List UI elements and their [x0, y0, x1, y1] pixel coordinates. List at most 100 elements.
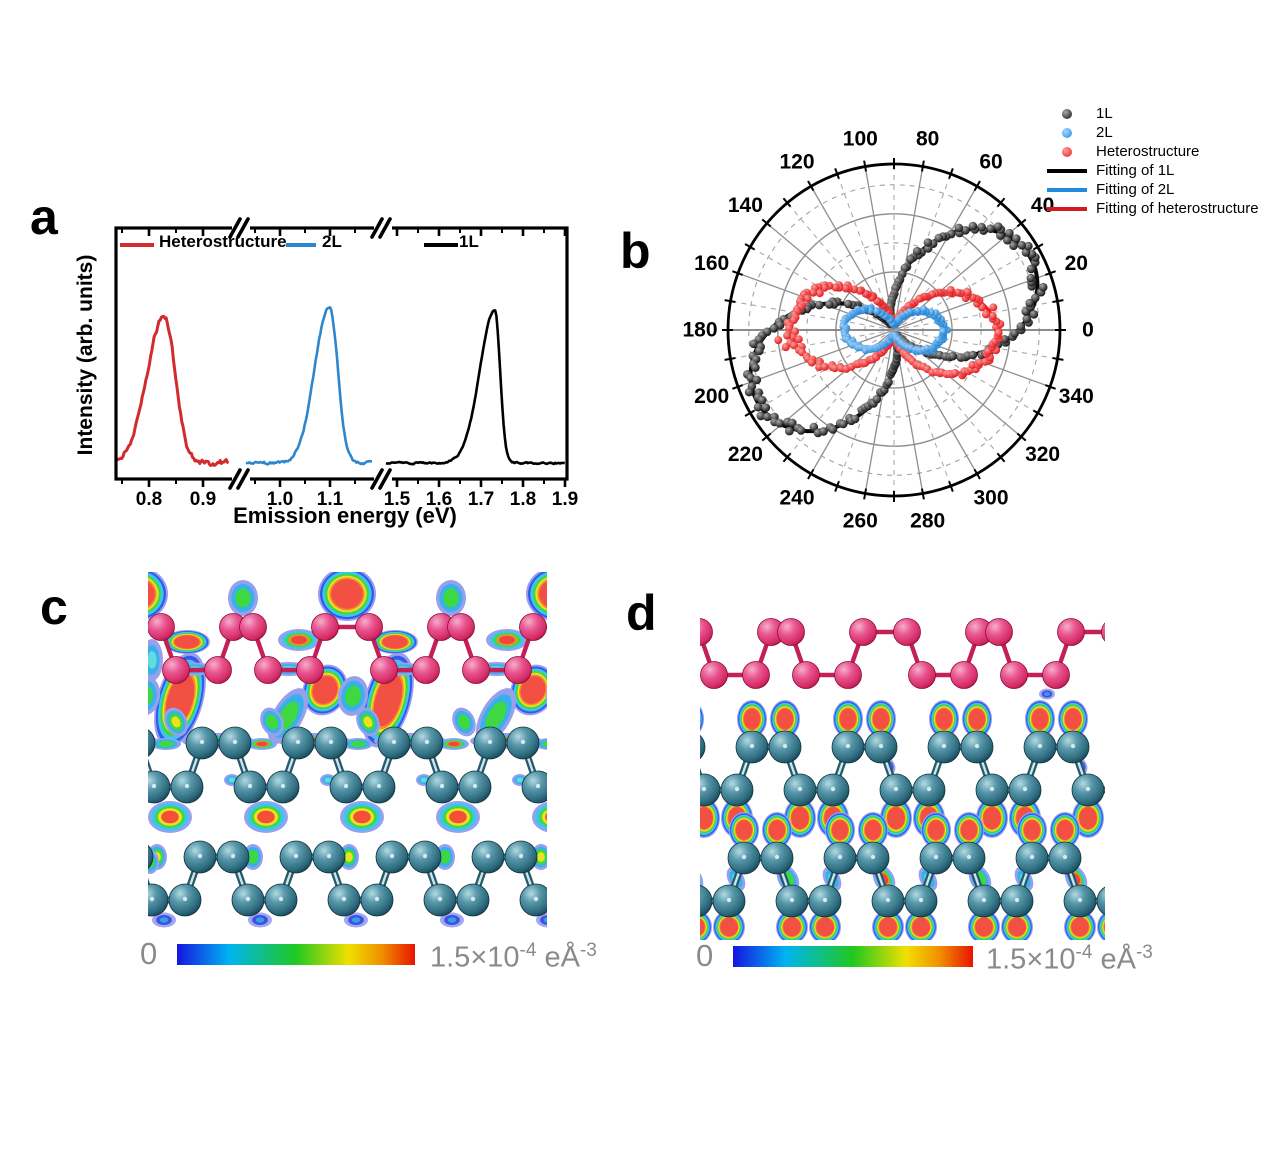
density-blob — [152, 912, 176, 928]
density-blob — [248, 912, 272, 928]
legend-label: Heterostructure — [159, 232, 287, 251]
colorbar-unit-exp: -3 — [1135, 942, 1153, 963]
x-tick-label: 1.5 — [384, 489, 411, 510]
density-blob — [700, 706, 704, 732]
density-blob — [20, 580, 50, 616]
axis-break-mark — [378, 468, 392, 490]
panel-c-label: c — [40, 579, 68, 635]
colorbar-max-mantissa: 1.5×10 — [430, 941, 520, 974]
dot-marker-icon — [1062, 108, 1072, 119]
density-blob — [436, 801, 480, 833]
structure-d — [633, 618, 1233, 944]
density-blob — [344, 912, 368, 928]
density-blob — [151, 738, 181, 750]
density-blob — [858, 812, 888, 848]
density-blob — [1017, 812, 1047, 848]
density-blob — [436, 580, 466, 616]
polar-plot: 0 20 40 60 80 100 120 140 160 180 200 220 240 260 280 3… — [682, 127, 1094, 533]
polar-angle-label: 220 — [728, 443, 763, 466]
x-tick-label: 1.1 — [317, 489, 344, 510]
density-blob — [1072, 798, 1104, 838]
density-blob — [713, 910, 745, 940]
colorbar-min-d: 0 — [696, 938, 714, 973]
density-blob — [260, 707, 284, 737]
polar-legend-item: Heterostructure — [1046, 142, 1259, 161]
panel-a-label: a — [30, 189, 58, 245]
pink-atom-chain — [700, 618, 1105, 689]
density-blob — [929, 700, 959, 738]
polar-legend-label: Heterostructure — [1096, 143, 1200, 160]
polar-angle-label: 340 — [1059, 385, 1094, 408]
density-blob — [666, 812, 696, 848]
legend-label: 1L — [459, 232, 479, 251]
x-tick-label: 1.6 — [426, 489, 452, 510]
dot-marker-icon — [1062, 146, 1072, 157]
legend-swatch-2L — [286, 243, 316, 247]
density-blob — [866, 700, 896, 738]
density-blob — [356, 707, 380, 737]
polar-angle-label: 300 — [973, 487, 1008, 510]
legend-swatch-Heterostructure — [120, 243, 154, 247]
polar-angle-label: 100 — [843, 127, 878, 150]
axis-break-mark — [378, 217, 392, 239]
spectra-curves — [116, 305, 565, 467]
plot-frame — [114, 226, 569, 481]
density-blob — [340, 801, 384, 833]
polar-legend-label: Fitting of heterostructure — [1096, 200, 1259, 217]
density-blob — [633, 812, 663, 848]
polar-legend-label: Fitting of 2L — [1096, 181, 1175, 198]
density-blob — [1146, 812, 1176, 848]
density-blob — [1160, 910, 1192, 944]
axis-break-mark — [228, 468, 242, 490]
spectrum-Heterostructure — [116, 314, 230, 467]
density-blob — [1050, 812, 1080, 848]
polar-legend-label: 2L — [1096, 124, 1113, 141]
polar-angle-label: 180 — [682, 319, 717, 342]
colorbar-unit: eÅ — [536, 941, 580, 974]
polar-legend-item: 1L — [1046, 104, 1259, 123]
colorbar-max-mantissa: 1.5×10 — [986, 943, 1076, 976]
density-blob — [64, 704, 97, 740]
axis-break-mark — [236, 217, 250, 239]
density-blob — [526, 572, 547, 620]
structure-c — [20, 572, 547, 928]
density-blob — [784, 798, 816, 838]
polar-dots-Heterostructure — [774, 281, 1005, 380]
teal-atom-layer — [148, 840, 547, 917]
panel-d-label: d — [626, 585, 657, 641]
density-blob — [762, 812, 792, 848]
density-blob — [1113, 812, 1143, 848]
density-blob — [535, 738, 547, 750]
polar-angle-label: 140 — [728, 194, 763, 217]
density-blob — [880, 798, 912, 838]
density-blob — [1058, 700, 1088, 738]
density-blob — [1001, 910, 1033, 940]
axis-break-mark — [370, 217, 384, 239]
polar-angle-label: 40 — [1031, 194, 1054, 217]
x-tick-label: 1.8 — [510, 489, 536, 510]
polar-legend-item: Fitting of heterostructure — [1046, 199, 1259, 218]
density-blob — [60, 662, 102, 676]
legend-swatch-1L — [424, 243, 458, 247]
polar-legend-item: Fitting of 1L — [1046, 161, 1259, 180]
density-blob — [1201, 798, 1233, 838]
polar-angle-label: 260 — [843, 510, 878, 533]
density-blob — [776, 910, 808, 940]
density-blob — [440, 912, 464, 928]
density-blob — [108, 735, 136, 746]
density-blob — [164, 707, 188, 737]
density-blob — [536, 912, 547, 928]
colorbar-max-exp: -4 — [519, 940, 537, 961]
charge-density-heterostructure — [148, 572, 547, 965]
density-blob — [700, 910, 712, 940]
polar-dots-2L — [839, 304, 952, 355]
polar-angle-label: 20 — [1065, 252, 1088, 275]
density-blob — [318, 572, 376, 621]
colorbar-max-exp: -4 — [1075, 942, 1093, 963]
colorbar-min-c: 0 — [140, 936, 158, 971]
density-blob — [1168, 798, 1200, 838]
density-blob — [148, 572, 168, 620]
teal-atom-layer — [148, 726, 547, 804]
polar-angle-label: 240 — [779, 487, 814, 510]
teal-atom-layer — [700, 841, 1105, 918]
